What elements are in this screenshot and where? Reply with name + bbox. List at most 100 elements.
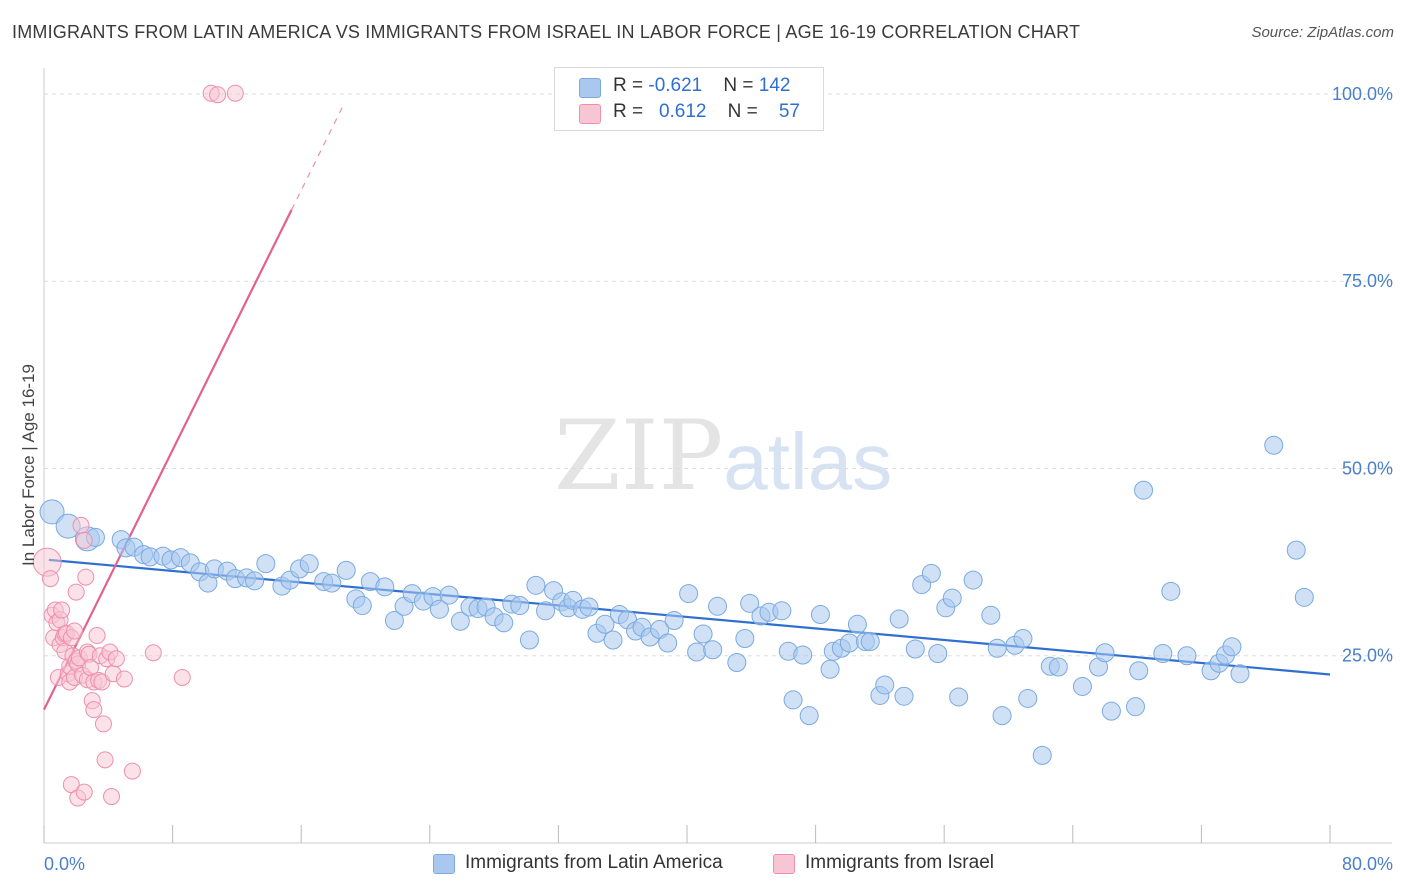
data-point: [39, 499, 65, 525]
data-point: [526, 575, 546, 595]
data-point: [439, 585, 459, 605]
data-point: [1048, 657, 1068, 677]
data-point: [1222, 637, 1242, 657]
data-point: [772, 601, 792, 621]
data-point: [799, 706, 819, 726]
watermark-atlas: atlas: [723, 417, 893, 506]
y-tick-label: 50.0%: [1342, 458, 1393, 478]
data-point: [793, 645, 813, 665]
data-point: [53, 601, 71, 619]
data-point: [860, 632, 880, 652]
data-point: [1125, 697, 1145, 717]
data-point: [987, 638, 1007, 658]
data-point: [981, 605, 1001, 625]
data-point: [209, 86, 227, 104]
data-point: [839, 633, 859, 653]
y-axis-label: In Labor Force | Age 16-19: [19, 364, 38, 566]
data-point: [144, 644, 162, 662]
data-point: [687, 642, 707, 662]
data-point: [494, 613, 514, 633]
data-point: [384, 611, 404, 631]
r-label: R =: [613, 101, 649, 122]
x-tick-label: 0.0%: [44, 854, 85, 874]
data-point: [41, 570, 59, 588]
data-point: [1129, 661, 1149, 681]
chart-title: IMMIGRANTS FROM LATIN AMERICA VS IMMIGRA…: [12, 22, 1081, 42]
data-point: [1153, 643, 1173, 663]
data-point: [67, 583, 85, 601]
data-point: [94, 715, 112, 733]
data-point: [810, 605, 830, 625]
data-point: [783, 690, 803, 710]
data-point: [595, 614, 615, 634]
data-point: [847, 614, 867, 634]
data-point: [245, 571, 265, 591]
y-tick-label: 100.0%: [1332, 84, 1393, 104]
data-point: [450, 611, 470, 631]
data-point: [905, 639, 925, 659]
r-value: 0.612: [658, 101, 707, 122]
data-point: [322, 573, 342, 593]
y-tick-label: 75.0%: [1342, 271, 1393, 291]
watermark: ZIPatlas: [554, 400, 892, 512]
data-point: [1134, 480, 1154, 500]
legend-label: Immigrants from Israel: [805, 852, 994, 873]
data-point: [85, 701, 103, 719]
data-point: [889, 609, 909, 629]
data-point: [1161, 581, 1181, 601]
x-tick-label: 80.0%: [1342, 854, 1393, 874]
data-point: [256, 554, 276, 574]
data-point: [875, 675, 895, 695]
data-point: [66, 622, 84, 640]
n-label: N =: [723, 75, 759, 96]
data-point: [1018, 688, 1038, 708]
r-value: -0.621: [648, 75, 703, 96]
trend-line-israel-extension: [291, 105, 344, 211]
data-point: [1294, 587, 1314, 607]
data-point: [693, 624, 713, 644]
data-point: [727, 652, 747, 672]
data-point: [123, 762, 141, 780]
data-point: [429, 599, 449, 619]
stats-legend: R = -0.621 N = 142 R = 0.612 N = 57: [554, 67, 824, 131]
data-point: [72, 516, 90, 534]
data-point: [603, 630, 623, 650]
data-point: [96, 751, 114, 769]
data-point: [1230, 664, 1250, 684]
data-point: [115, 670, 133, 688]
data-point: [352, 596, 372, 616]
tick-labels: 25.0% 50.0% 75.0% 100.0% 0.0% 80.0%: [44, 84, 1393, 874]
n-value: 57: [778, 101, 800, 122]
legend-label: Immigrants from Latin America: [465, 852, 723, 873]
data-point: [536, 601, 556, 621]
data-point: [1177, 646, 1197, 666]
watermark-zip: ZIP: [554, 400, 724, 512]
data-point: [664, 611, 684, 631]
n-value: 142: [758, 75, 791, 96]
data-point: [740, 593, 760, 613]
data-point: [1286, 540, 1306, 560]
source-label: Source: ZipAtlas.com: [1251, 24, 1394, 41]
data-point: [1101, 701, 1121, 721]
r-label: R =: [613, 75, 649, 96]
data-point: [708, 596, 728, 616]
data-point: [1072, 676, 1092, 696]
data-point: [103, 788, 121, 806]
legend-swatch-blue: [579, 78, 601, 98]
data-point: [992, 706, 1012, 726]
data-point: [658, 633, 678, 653]
data-point: [921, 563, 941, 583]
data-point: [679, 584, 699, 604]
data-point: [519, 630, 539, 650]
data-point: [107, 650, 125, 668]
series-israel-points: [32, 84, 244, 807]
data-point: [703, 640, 723, 660]
data-point: [88, 627, 106, 645]
series-legend: Immigrants from Latin America Immigrants…: [0, 852, 1406, 878]
data-point: [820, 659, 840, 679]
legend-swatch-pink: [579, 104, 601, 124]
data-point: [510, 596, 530, 616]
data-point: [226, 84, 244, 102]
data-point: [894, 686, 914, 706]
